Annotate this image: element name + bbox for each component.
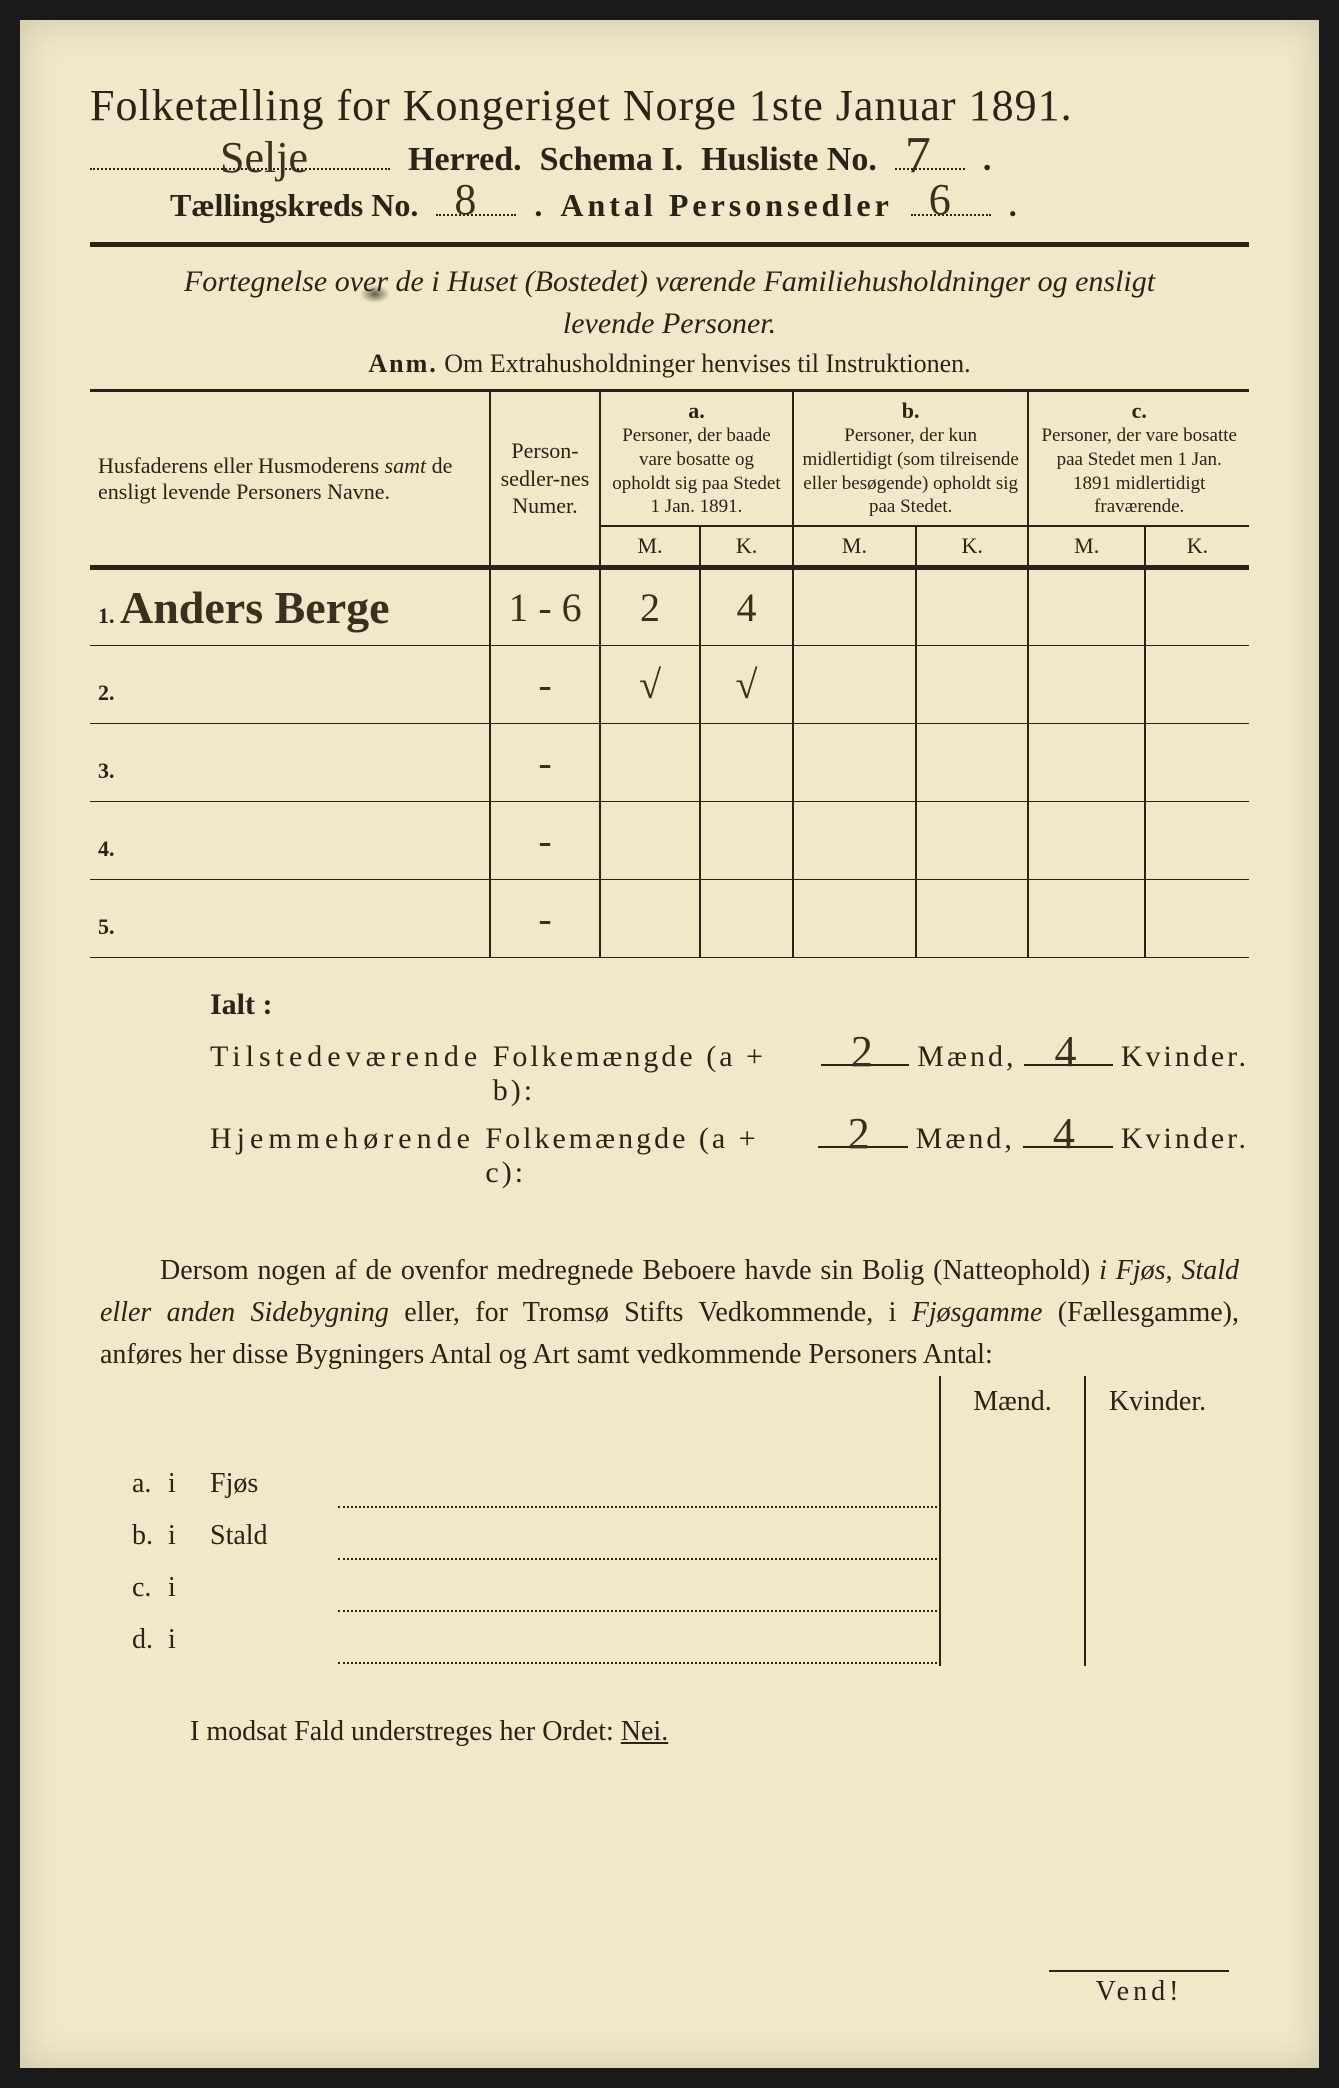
paragraph: Dersom nogen af de ovenfor medregnede Be…: [90, 1250, 1249, 1376]
col-b-k: K.: [916, 526, 1029, 568]
mk-kvinder-col: Kvinder.: [1084, 1376, 1229, 1666]
page-title: Folketælling for Kongeriget Norge 1ste J…: [90, 80, 1249, 131]
herred-field: Selje: [90, 168, 390, 170]
col-header-b: b. Personer, der kun midlertidigt (som t…: [793, 392, 1028, 526]
col-a-k: K.: [700, 526, 793, 568]
table-row: 1. Anders Berge 1 - 6 2 4: [90, 568, 1249, 646]
col-header-c: c. Personer, der vare bosatte paa Stedet…: [1028, 392, 1249, 526]
kreds-field: 8: [436, 214, 516, 216]
ialt-line-1: Tilstedeværende Folkemængde (a + b): 2 M…: [210, 1040, 1249, 1108]
ialt-line-2: Hjemmehørende Folkemængde (a + c): 2 Mæn…: [210, 1122, 1249, 1190]
col-c-m: M.: [1028, 526, 1145, 568]
vend-label: Vend!: [1049, 1970, 1229, 2008]
building-rows: a. i Fjøs b. i Stald c. i d. i: [90, 1456, 939, 1666]
husliste-label: Husliste No.: [701, 141, 877, 179]
building-grid: a. i Fjøs b. i Stald c. i d. i Mænd. Kvi…: [90, 1376, 1249, 1666]
husliste-value: 7: [905, 126, 931, 185]
tilstede-kvinder: 4: [1024, 1064, 1112, 1066]
table-row: 5. -: [90, 880, 1249, 958]
table-row: 2. - √ √: [90, 646, 1249, 724]
col-a-m: M.: [600, 526, 700, 568]
census-form-page: Folketælling for Kongeriget Norge 1ste J…: [20, 20, 1319, 2068]
ink-smudge: [360, 285, 390, 303]
building-row: c. i: [92, 1562, 937, 1612]
kreds-value: 8: [454, 174, 476, 225]
herred-value: Selje: [220, 132, 308, 183]
col-header-name: Husfaderens eller Husmode­rens samt de e…: [90, 392, 490, 568]
divider-1: [90, 242, 1249, 247]
sedler-field: 6: [911, 214, 991, 216]
anm-text: Om Extrahusholdninger henvises til Instr…: [444, 349, 970, 378]
sedler-label: Antal Personsedler: [560, 187, 892, 224]
ialt-title: Ialt :: [210, 988, 1249, 1022]
building-row: b. i Stald: [92, 1510, 937, 1560]
subtitle-line2: levende Personer.: [90, 307, 1249, 341]
main-table: Husfaderens eller Husmode­rens samt de e…: [90, 392, 1249, 958]
subtitle-line1: Fortegnelse over de i Huset (Bostedet) v…: [90, 265, 1249, 299]
mk-columns: Mænd. Kvinder.: [939, 1376, 1249, 1666]
nei-word: Nei.: [621, 1716, 668, 1747]
building-row: a. i Fjøs: [92, 1458, 937, 1508]
anm-line: Anm. Om Extrahusholdninger henvises til …: [90, 349, 1249, 379]
schema-label: Schema I.: [540, 141, 684, 179]
kreds-label: Tællingskreds No.: [170, 187, 418, 224]
header-row-3: Tællingskreds No. 8 . Antal Personsedler…: [90, 187, 1249, 224]
totals-section: Ialt : Tilstedeværende Folkemængde (a + …: [90, 988, 1249, 1190]
tilstede-maend: 2: [821, 1064, 909, 1066]
header-row-2: Selje Herred. Schema I. Husliste No. 7 .: [90, 141, 1249, 179]
table-row: 3. -: [90, 724, 1249, 802]
mk-maend-col: Mænd.: [939, 1376, 1084, 1666]
hjemme-maend: 2: [818, 1146, 908, 1148]
anm-label: Anm.: [368, 349, 437, 378]
col-header-num: Person-sedler-nes Numer.: [490, 392, 600, 568]
table-row: 4. -: [90, 802, 1249, 880]
col-b-m: M.: [793, 526, 916, 568]
husliste-field: 7: [895, 168, 965, 170]
sedler-value: 6: [929, 174, 951, 225]
building-row: d. i: [92, 1614, 937, 1664]
hjemme-kvinder: 4: [1023, 1146, 1113, 1148]
col-c-k: K.: [1145, 526, 1249, 568]
nei-line: I modsat Fald understreges her Ordet: Ne…: [90, 1716, 1249, 1748]
col-header-a: a. Personer, der baade vare bosatte og o…: [600, 392, 793, 526]
